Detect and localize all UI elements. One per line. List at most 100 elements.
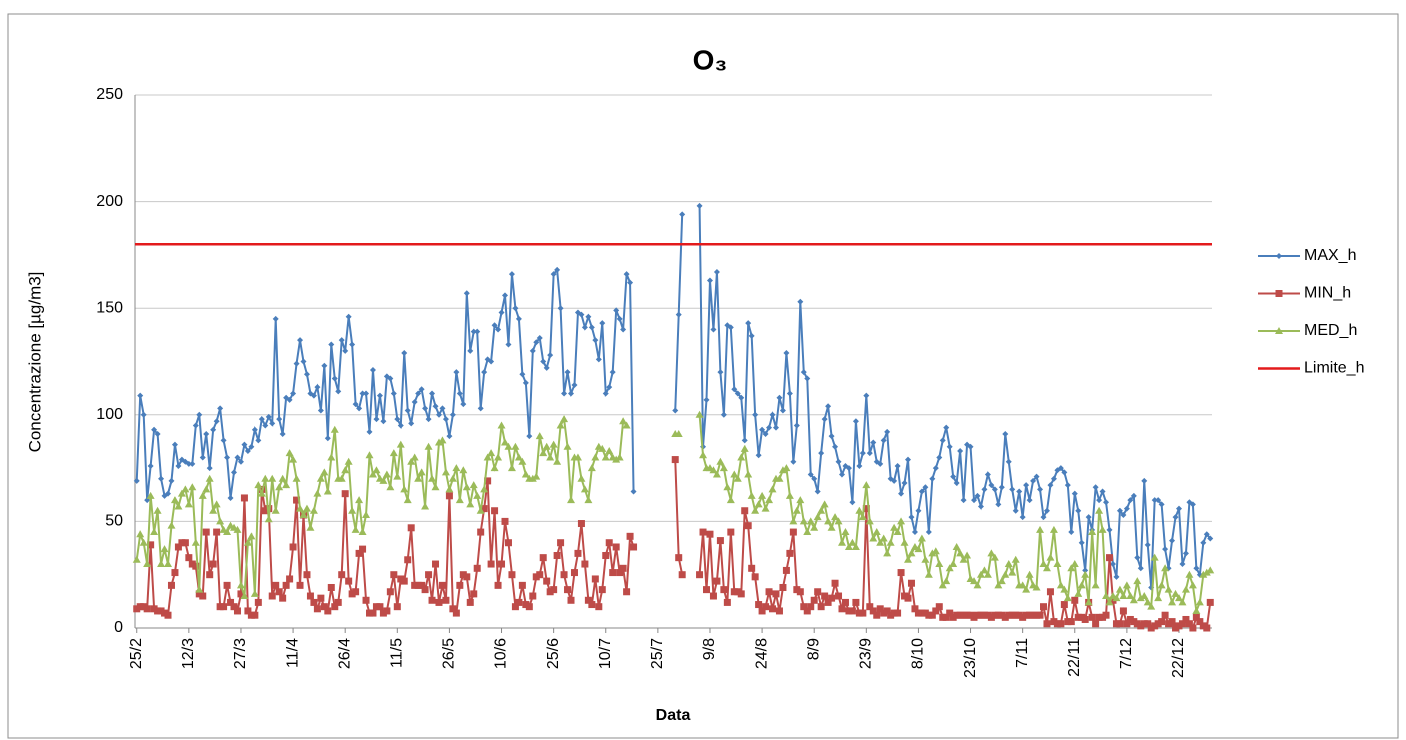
y-tick-label: 150: [96, 299, 123, 316]
marker: [876, 538, 885, 546]
marker: [855, 506, 864, 514]
marker: [1181, 585, 1190, 593]
marker: [390, 390, 397, 397]
marker: [580, 485, 589, 493]
marker: [1115, 585, 1124, 593]
marker: [716, 457, 725, 465]
marker: [199, 454, 206, 461]
marker: [762, 603, 770, 611]
marker: [522, 379, 529, 386]
marker: [602, 552, 610, 560]
marker: [181, 539, 189, 547]
marker: [929, 475, 936, 482]
marker: [973, 581, 982, 589]
marker: [811, 475, 818, 482]
marker: [306, 592, 314, 600]
marker: [515, 315, 522, 322]
marker: [696, 202, 703, 209]
marker: [456, 581, 464, 589]
marker: [675, 311, 682, 318]
marker: [699, 451, 708, 459]
marker: [390, 571, 398, 579]
marker: [1047, 482, 1054, 489]
marker: [560, 571, 568, 579]
marker: [727, 528, 735, 536]
marker: [550, 586, 558, 594]
marker: [765, 496, 774, 504]
marker: [488, 358, 495, 365]
marker: [570, 569, 578, 577]
marker: [313, 605, 321, 613]
marker: [1096, 497, 1103, 504]
marker: [290, 390, 297, 397]
marker: [557, 539, 565, 547]
marker: [484, 477, 492, 485]
marker: [282, 481, 291, 489]
marker: [745, 320, 752, 327]
marker: [838, 471, 845, 478]
marker: [866, 603, 874, 611]
marker: [297, 337, 304, 344]
marker: [303, 371, 310, 378]
marker: [330, 425, 339, 433]
marker: [497, 421, 506, 429]
marker: [359, 390, 366, 397]
marker: [1192, 613, 1200, 621]
marker: [449, 411, 456, 418]
marker: [605, 539, 613, 547]
marker: [952, 542, 961, 550]
x-tick-label: 8/10: [910, 638, 927, 669]
marker: [1136, 594, 1145, 602]
marker: [334, 598, 342, 606]
marker: [473, 564, 481, 572]
marker: [223, 581, 231, 589]
marker: [366, 428, 373, 435]
marker: [198, 491, 207, 499]
marker: [508, 571, 516, 579]
marker: [174, 543, 182, 551]
marker: [480, 485, 489, 493]
marker: [466, 598, 474, 606]
marker: [939, 437, 946, 444]
marker: [994, 581, 1003, 589]
marker: [560, 415, 569, 423]
marker: [1109, 561, 1116, 568]
y-tick-label: 50: [105, 513, 123, 530]
marker: [1037, 486, 1044, 493]
marker: [835, 458, 842, 465]
marker: [272, 581, 280, 589]
marker: [598, 586, 606, 594]
marker: [1171, 589, 1180, 597]
marker: [150, 528, 159, 536]
marker: [988, 482, 995, 489]
marker: [317, 407, 324, 414]
marker: [759, 426, 766, 433]
marker: [592, 337, 599, 344]
marker: [470, 590, 478, 598]
marker: [299, 511, 308, 519]
marker: [393, 603, 401, 611]
marker: [710, 326, 717, 333]
marker: [584, 496, 593, 504]
marker: [376, 603, 384, 611]
marker: [752, 411, 759, 418]
marker: [613, 307, 620, 314]
marker: [268, 592, 276, 600]
marker: [432, 403, 439, 410]
x-tick-label: 11/5: [389, 638, 406, 668]
marker: [883, 549, 892, 557]
marker: [397, 422, 404, 429]
marker: [942, 613, 950, 621]
marker: [727, 324, 734, 331]
marker: [956, 549, 965, 557]
marker: [1105, 598, 1114, 606]
marker: [498, 309, 505, 316]
marker: [869, 534, 878, 542]
marker: [1189, 624, 1197, 632]
marker: [1001, 570, 1010, 578]
marker: [738, 394, 745, 401]
marker: [1164, 585, 1173, 593]
marker: [243, 538, 252, 546]
marker: [365, 451, 374, 459]
marker: [303, 571, 311, 579]
